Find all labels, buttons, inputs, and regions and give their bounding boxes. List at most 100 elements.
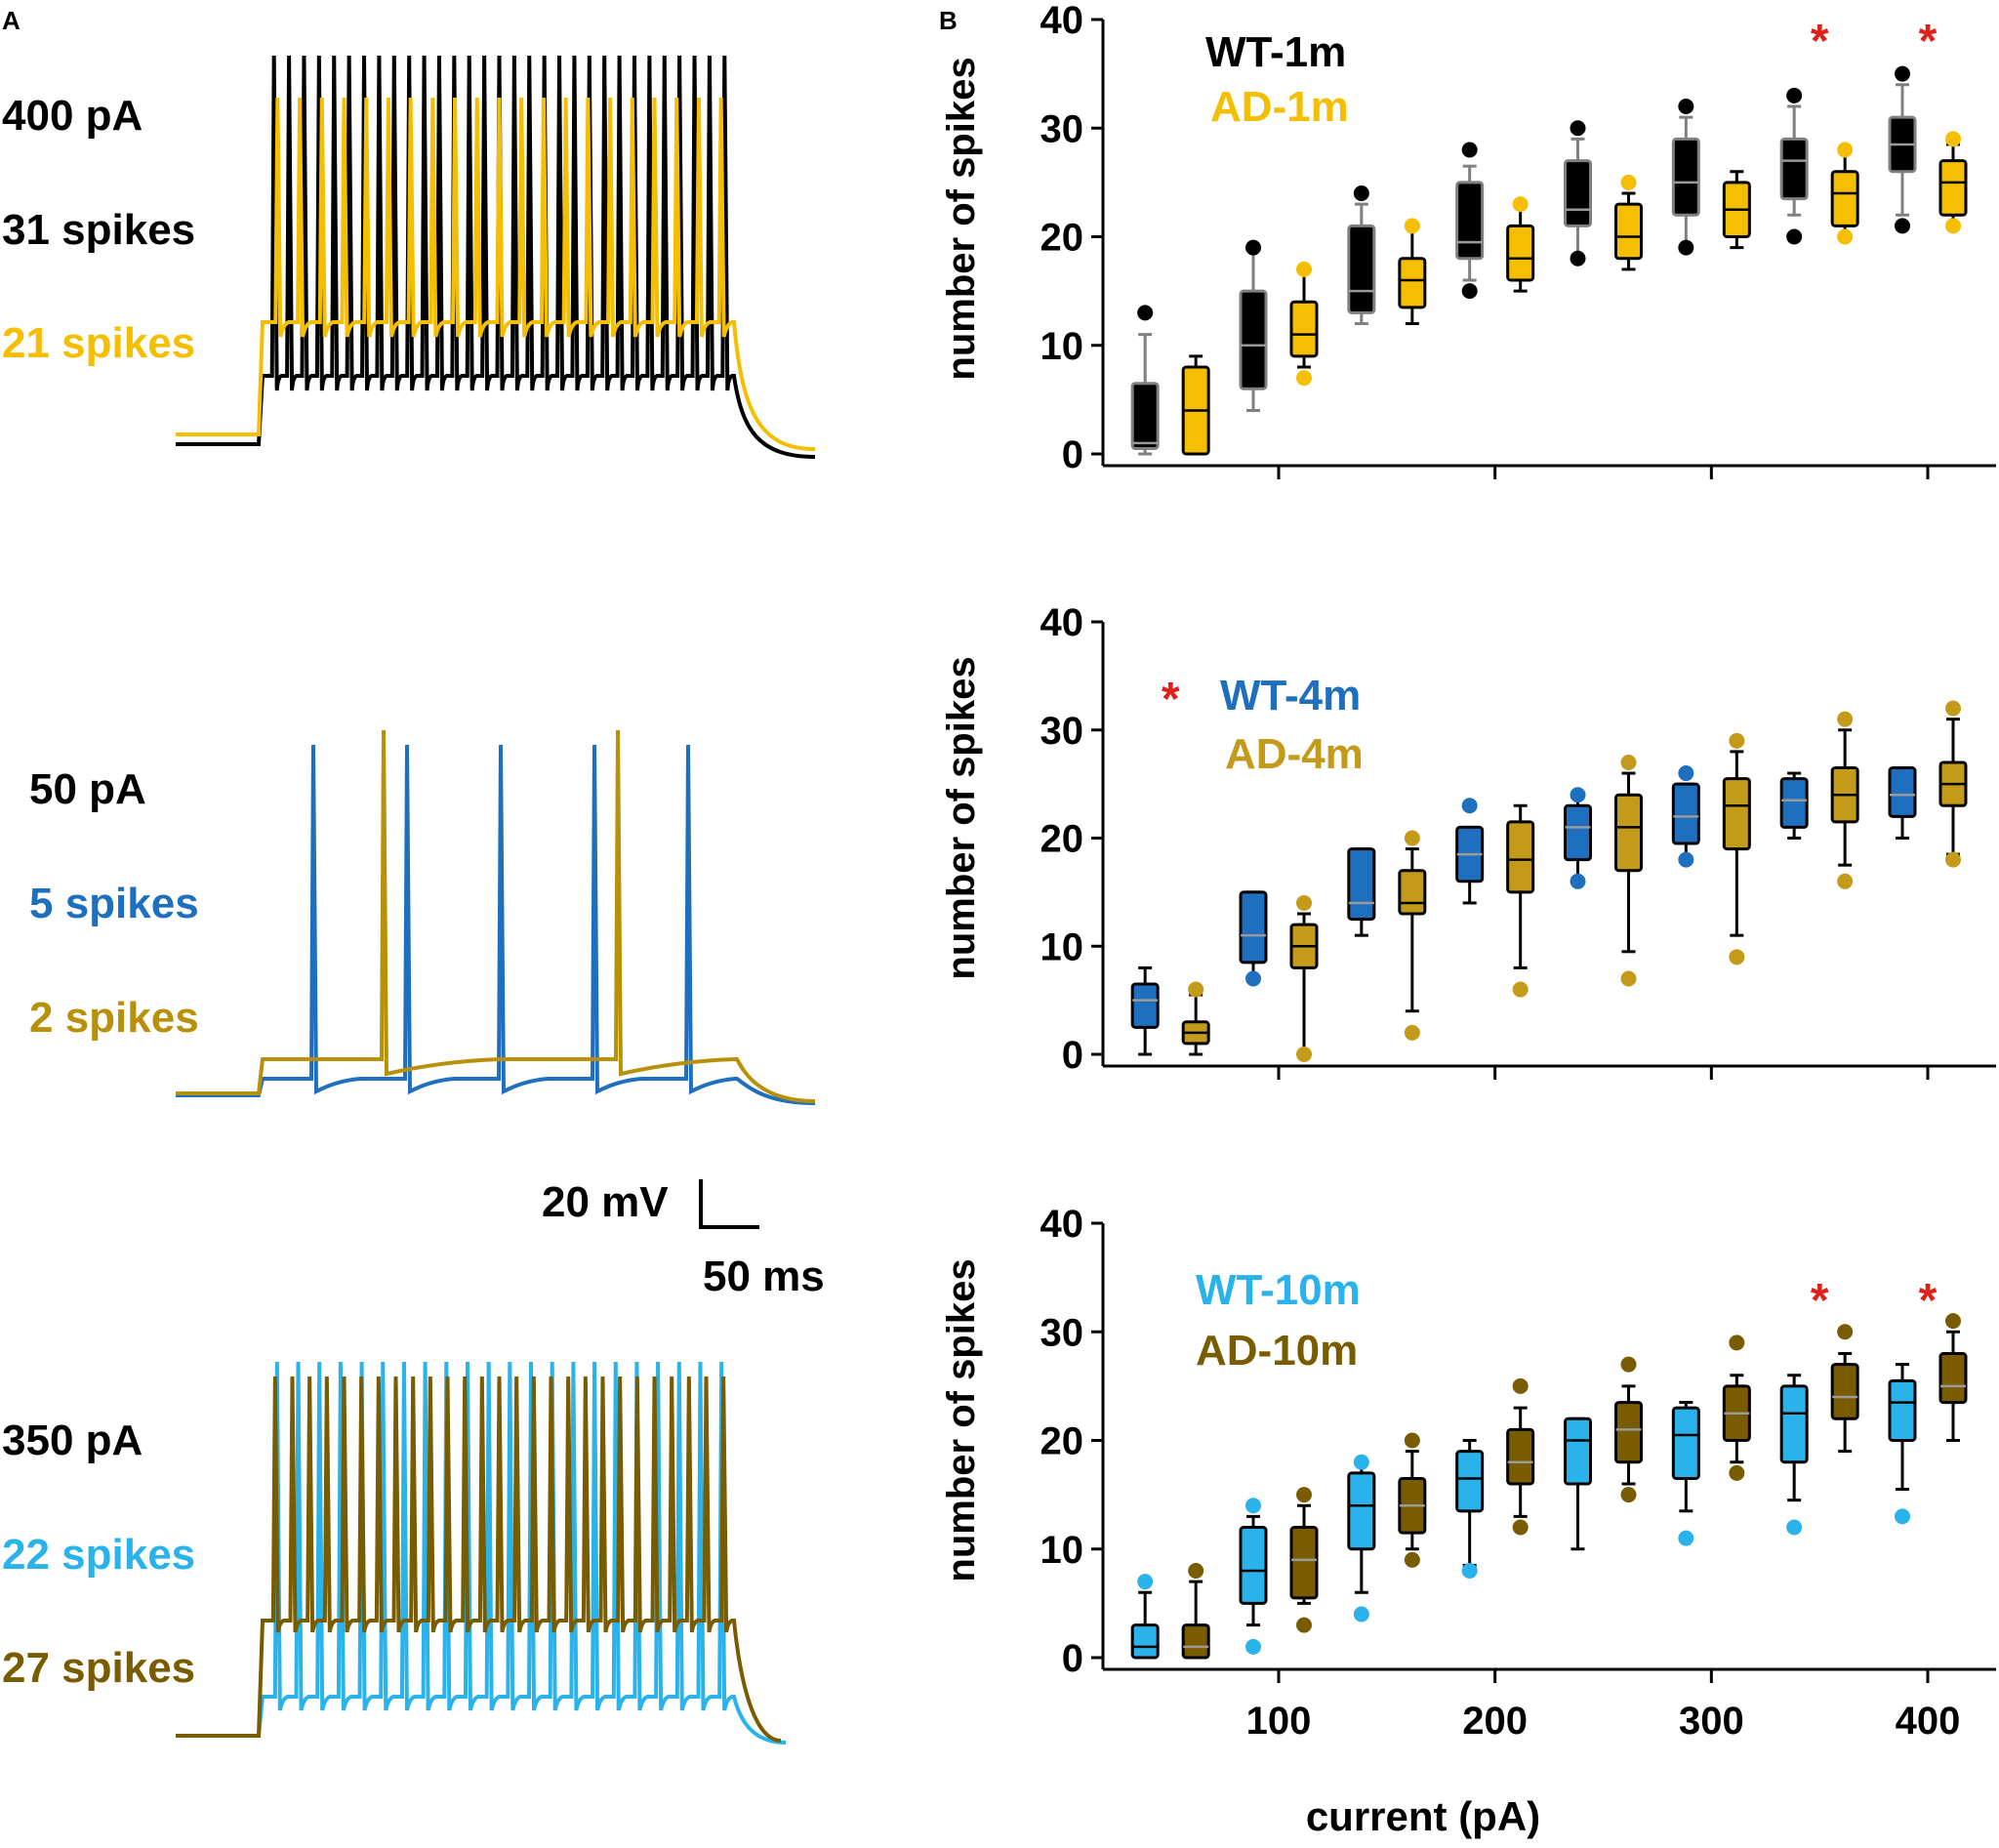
box-iqr — [1938, 159, 1968, 217]
box-chart-10m: WT-10m AD-10m number of spikes 0 10 20 30 40… — [940, 1203, 1996, 1743]
outlier-point — [1620, 174, 1637, 190]
outlier-point — [1678, 99, 1694, 114]
outlier-point — [1620, 1487, 1637, 1503]
box-iqr — [1779, 1384, 1809, 1464]
outlier-point — [1296, 370, 1312, 387]
trace-ad — [176, 1376, 782, 1743]
box-iqr — [1614, 793, 1643, 873]
box-iqr — [1564, 1417, 1592, 1486]
legend-wt-label: WT-10m — [1196, 1266, 1361, 1314]
trace-3-current-label: 350 pA — [2, 1417, 143, 1464]
outlier-point — [1245, 1638, 1261, 1655]
outlier-point — [1678, 1530, 1694, 1546]
trace-3-ad-spike-count: 27 spikes — [2, 1644, 195, 1692]
box-iqr — [1455, 181, 1485, 261]
x-tick-label: 300 — [1679, 1700, 1744, 1743]
box-iqr — [1614, 202, 1643, 261]
trace-1-wt-spike-count: 31 spikes — [2, 206, 195, 254]
y-tick-label: 30 — [1040, 710, 1084, 753]
box-iqr — [1239, 289, 1268, 390]
outlier-point — [1353, 1606, 1369, 1622]
panel-a-label: A — [2, 6, 20, 35]
box-chart-4m: WT-4m AD-4m number of spikes 0 10 20 30 40 * — [940, 601, 1996, 1080]
box-iqr — [1398, 869, 1427, 916]
outlier-point — [1296, 1047, 1312, 1062]
outlier-point — [1945, 700, 1961, 717]
legend-wt-label: WT-1m — [1205, 28, 1346, 76]
outlier-point — [1837, 711, 1854, 727]
outlier-point — [1945, 851, 1961, 868]
outlier-point — [1786, 87, 1803, 103]
outlier-point — [1945, 1313, 1961, 1330]
trace-wt — [176, 744, 816, 1105]
y-tick-label: 40 — [1040, 1203, 1084, 1246]
box-iqr — [1398, 257, 1427, 309]
outlier-point — [1729, 732, 1745, 749]
box-iqr — [1888, 766, 1917, 818]
y-tick-label: 0 — [1062, 1034, 1083, 1077]
outlier-point — [1570, 250, 1586, 267]
box-iqr — [1830, 170, 1859, 227]
trace-2-wt-spike-count: 5 spikes — [29, 880, 199, 927]
box-iqr — [1830, 1363, 1859, 1420]
outlier-point — [1296, 894, 1312, 911]
outlier-point — [1245, 970, 1261, 987]
trace-group-3: 350 pA 22 spikes 27 spikes — [2, 1361, 787, 1745]
box-iqr — [1289, 300, 1319, 358]
outlier-point — [1570, 873, 1586, 889]
outlier-point — [1296, 1617, 1312, 1633]
outlier-point — [1404, 1432, 1420, 1449]
outlier-point — [1678, 765, 1694, 782]
box-iqr — [1614, 1401, 1643, 1464]
voltage-trace-350pa — [176, 1361, 787, 1745]
y-tick-label: 40 — [1040, 0, 1084, 42]
outlier-point — [1296, 261, 1312, 277]
x-tick-label: 100 — [1246, 1700, 1312, 1743]
box-iqr — [1671, 1406, 1700, 1480]
outlier-point — [1404, 218, 1420, 234]
box-iqr — [1779, 777, 1809, 829]
box-iqr — [1938, 1352, 1968, 1405]
outlier-point — [1404, 1024, 1420, 1041]
box-iqr — [1130, 382, 1160, 450]
outlier-point — [1729, 949, 1745, 965]
trace-wt — [176, 55, 816, 459]
legend-ad-label: AD-1m — [1210, 83, 1349, 131]
y-tick-label: 10 — [1040, 925, 1084, 968]
trace-wt — [176, 1361, 787, 1745]
box-iqr — [1181, 1623, 1210, 1660]
box-iqr — [1130, 1623, 1160, 1660]
box-iqr — [1506, 224, 1535, 282]
outlier-point — [1786, 228, 1803, 245]
outlier-point — [1678, 851, 1694, 868]
outlier-point — [1837, 873, 1854, 889]
outlier-point — [1404, 1551, 1420, 1568]
outlier-point — [1245, 1498, 1261, 1514]
outlier-point — [1620, 1356, 1637, 1373]
significance-star: * — [1811, 1275, 1829, 1327]
outlier-point — [1461, 1563, 1478, 1579]
x-tick-label: 200 — [1462, 1700, 1528, 1743]
box-iqr — [1888, 1378, 1917, 1442]
outlier-point — [1895, 65, 1910, 82]
outlier-point — [1570, 787, 1586, 803]
outlier-point — [1678, 239, 1694, 256]
box-iqr — [1289, 1526, 1319, 1600]
y-tick-label: 40 — [1040, 601, 1084, 644]
trace-1-current-label: 400 pA — [2, 92, 143, 140]
outlier-point — [1620, 754, 1637, 770]
outlier-point — [1296, 1487, 1312, 1503]
significance-star: * — [1919, 1275, 1938, 1327]
outlier-point — [1137, 1574, 1154, 1590]
box-chart-1m: WT-1m AD-1m number of spikes 0 10 20 30 40 * * — [940, 0, 1996, 479]
scale-bar: 20 mV 50 ms — [542, 1178, 825, 1300]
box-iqr — [1564, 159, 1592, 227]
significance-star: * — [1919, 16, 1938, 67]
y-axis-title: number of spikes — [940, 57, 983, 380]
x-tick-label: 400 — [1896, 1700, 1961, 1743]
legend-ad-label: AD-10m — [1196, 1327, 1358, 1375]
outlier-point — [1353, 185, 1369, 201]
outlier-point — [1945, 131, 1961, 147]
y-tick-label: 0 — [1062, 433, 1083, 476]
